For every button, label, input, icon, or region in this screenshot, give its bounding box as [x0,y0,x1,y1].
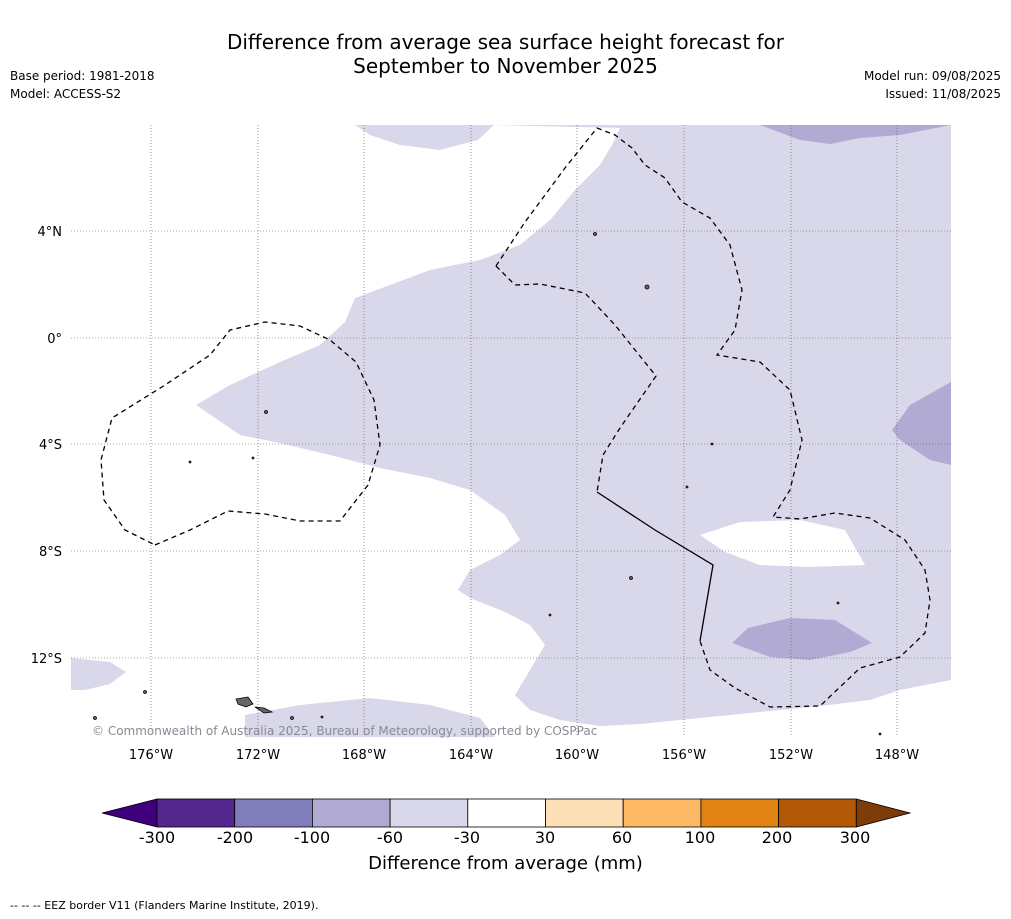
model-name: Model: ACCESS-S2 [10,87,122,101]
lon-label: 160°W [555,748,599,763]
lon-label: 168°W [342,748,386,763]
lon-label: 156°W [662,748,706,763]
colorbar-segment [467,798,546,828]
colorbar-segment [156,798,236,828]
colorbar [101,798,912,828]
colorbar-segment [700,798,780,828]
eez-border-solid [596,491,714,642]
title-line-2: September to November 2025 [353,54,658,78]
lon-label: 164°W [449,748,493,763]
colorbar-segment [622,798,702,828]
colorbar-tick: -60 [376,828,404,847]
anomaly-region-light [196,125,951,726]
colorbar-extend-max [855,798,912,828]
colorbar-title: Difference from average (mm) [368,853,643,874]
colorbar-tick: 300 [839,828,871,847]
lon-label: 152°W [769,748,813,763]
colorbar-tick: -300 [138,828,176,847]
meta-right: Model run: 09/08/2025 Issued: 11/08/2025 [864,67,1001,103]
lat-label: 4°N [38,225,63,240]
colorbar-segment [389,798,469,828]
anomaly-region-top [355,125,494,150]
lon-label: 148°W [875,748,919,763]
colorbar-tick: -30 [453,828,481,847]
colorbar-tick: -100 [293,828,331,847]
model-run: Model run: 09/08/2025 [863,69,1001,83]
colorbar-tick: 30 [534,828,556,847]
anomaly-region-medium-3 [732,618,872,660]
meta-left: Base period: 1981-2018 Model: ACCESS-S2 [10,67,155,103]
page-title: Difference from average sea surface heig… [0,30,1011,78]
colorbar-segment [778,798,857,828]
lon-labels: 176°W 172°W 168°W 164°W 160°W 156°W 152°… [129,748,919,763]
samoa-island [235,696,254,708]
colorbar-segment [311,798,391,828]
colorbar-extend-min [101,798,158,828]
colorbar-tick: -200 [216,828,254,847]
anomaly-region-bottom-left [71,658,126,690]
islands [93,232,882,736]
lat-label: 4°S [39,438,62,453]
issued-date: Issued: 11/08/2025 [885,87,1001,101]
colorbar-segment [545,798,624,828]
anomaly-region-bottom [245,698,495,737]
colorbar-tick: 200 [761,828,793,847]
base-period: Base period: 1981-2018 [10,69,155,83]
colorbar-segment [234,798,313,828]
lat-labels: 4°N 0° 4°S 8°S 12°S [31,225,62,667]
lat-label: 0° [47,332,62,347]
anomaly-hole [700,520,865,567]
gridlines [71,125,951,737]
lat-label: 8°S [39,545,62,560]
title-line-1: Difference from average sea surface heig… [226,30,785,54]
eez-borders [100,127,931,708]
anomaly-region-medium-1 [760,125,951,144]
lon-label: 172°W [236,748,280,763]
colorbar-tick: 60 [611,828,633,847]
eez-legend-note: -- -- -- EEZ border V11 (Flanders Marine… [10,899,319,912]
anomaly-region-medium-2 [892,382,951,465]
samoa-island [254,706,274,714]
lon-label: 176°W [129,748,173,763]
colorbar-tick: 100 [684,828,716,847]
lat-label: 12°S [31,652,62,667]
map-plot-area [71,125,951,737]
copyright-notice: © Commonwealth of Australia 2025, Bureau… [92,724,598,738]
